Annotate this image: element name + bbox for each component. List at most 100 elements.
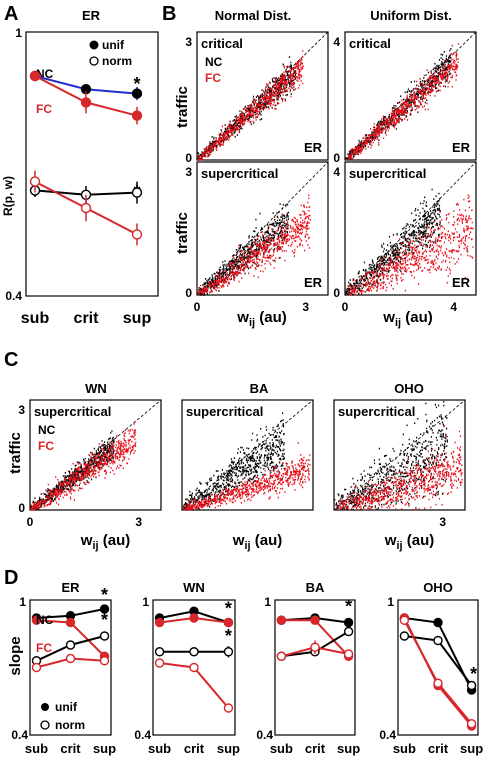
panel-c-scatter-1-frame [29, 399, 162, 511]
panel-a-marker [131, 187, 143, 198]
panel-d-plot-wn-series-nc-norm [154, 646, 234, 658]
panel-d-plot-er-marker [31, 615, 42, 625]
panel-d-plot-wn-marker [154, 647, 165, 657]
panel-b-scatter-3-ytick-max: 3 [185, 165, 192, 179]
panel-d-plot-wn-marker [154, 658, 165, 668]
panel-d-plot-oho-ytick-1: 1 [387, 595, 394, 609]
panel-c-xlabel-1: wij (au) [80, 532, 130, 552]
panel-d-plot-er-star-norm: * [101, 610, 108, 630]
panel-c-scatter-2-regime-label: supercritical [186, 404, 263, 419]
panel-label-c: C [4, 349, 18, 371]
panel-d-plot-wn-xtick-sub: sub [148, 741, 171, 756]
panel-b-scatter-4: supercritical ER 0 4 0 4 [333, 161, 477, 314]
panel-d-plot-ba-title: BA [306, 580, 325, 595]
panel-d-plot-oho-star: * [470, 664, 477, 684]
panel-d-plot-wn-frame [152, 599, 236, 736]
panel-d-plot-er-marker [99, 604, 110, 614]
panel-d-plot-wn-xtick-sup: sup [217, 741, 240, 756]
panel-b-scatter-3-nc-points [197, 203, 290, 296]
panel-b-scatter-2-ytick-max: 4 [333, 35, 340, 49]
panel-d-plot-oho-marker [433, 617, 443, 628]
panel-c-scatter-2-diagonal [181, 399, 314, 511]
panel-a-legend-norm-marker [89, 56, 99, 66]
panel-b-scatter-2-nc-points [345, 48, 452, 161]
panel-a-ytick-bottom: 0.4 [5, 289, 22, 303]
panel-d-plot-wn-marker [223, 617, 234, 628]
panel-b-scatter-1-points [197, 50, 304, 161]
panel-d-plot-wn-series-fc-unif [154, 613, 234, 628]
panel-d-plot-oho-marker [466, 680, 477, 691]
panel-b-scatter-1-ytick-0: 0 [185, 151, 192, 165]
panel-a-marker [131, 110, 143, 121]
panel-b-xlabel-uniform-text: wij (au) [382, 309, 432, 329]
panel-a-series-fc-norm [29, 170, 143, 246]
panel-a-series [29, 70, 143, 246]
panel-c-scatter-1-regime-label: supercritical [34, 404, 111, 419]
panel-d-plot-ba-series-fc-norm [276, 640, 354, 661]
panel-a-xtick-crit: crit [74, 310, 100, 327]
panel-d-plot-oho-xtick-crit: crit [428, 741, 449, 756]
panel-c-scatter-1-label-fc: FC [38, 439, 54, 453]
panel-d-plot-oho-xtick-sub: sub [393, 741, 416, 756]
panel-d-plot-oho-xtick-sup: sup [460, 741, 483, 756]
panel-b-xlabel-uniform: wij (au) [382, 309, 432, 329]
panel-b-scatter-3-network-label: ER [304, 275, 323, 290]
panel-c-xlabel-2: wij (au) [232, 532, 282, 552]
panel-c-scatter-1-ytick-max: 3 [18, 403, 25, 417]
panel-c-title-wn: WN [85, 381, 107, 396]
panel-d-plot-wn-ytick-1: 1 [142, 595, 149, 609]
panel-d-plot-ba-marker [310, 615, 320, 625]
panel-a: ER 1 0.4 R(p, w) sub crit sup unif norm … [1, 8, 159, 327]
panel-b-scatter-1-frame [196, 31, 329, 161]
panel-a-marker [29, 176, 41, 187]
panel-d-plot-ba-marker [343, 649, 354, 659]
panel-a-star-top: * [133, 74, 140, 94]
panel-b-title-normal: Normal Dist. [215, 8, 292, 23]
panel-d-plot-oho: sub crit sup 1 0.4 OHO * [379, 580, 483, 756]
panel-a-xtick-sub: sub [21, 310, 50, 327]
panel-b-title-uniform: Uniform Dist. [370, 8, 452, 23]
panel-c-scatter-3-xtick-max: 3 [439, 515, 446, 529]
panel-d-plot-er: sub crit sup 1 0.4 ER NC FC * * [11, 580, 116, 756]
panel-a-ytick-top: 1 [15, 26, 22, 40]
panel-c-scatter-3: supercritical 3 [333, 399, 466, 529]
panel-a-title: ER [82, 8, 101, 23]
panel-b-scatter-2: critical ER 0 4 [333, 31, 477, 165]
panel-b-xlabel-normal: wij (au) [236, 309, 286, 329]
panel-d-plot-er-xtick-sup: sup [93, 741, 116, 756]
panel-c-title-oho: OHO [394, 381, 424, 396]
panel-d-legend-unif: unif [55, 700, 78, 714]
panel-c-scatter-3-frame [333, 399, 466, 511]
panel-d-plot-ba-xtick-crit: crit [305, 741, 326, 756]
panel-c-ylabel: traffic [7, 432, 24, 474]
panel-b-scatter-1-network-label: ER [304, 140, 323, 155]
panel-b: Normal Dist. Uniform Dist. traffic traff… [174, 8, 477, 329]
panel-d-plot-ba-ytick-1: 1 [264, 595, 271, 609]
panel-b-scatter-2-fc-points [345, 43, 459, 161]
panel-d-plot-wn-marker [154, 617, 165, 628]
panel-a-frame [25, 31, 159, 297]
panel-d-plot-wn-title: WN [183, 580, 205, 595]
panel-d-plot-er-label-nc: NC [36, 613, 54, 627]
panel-a-marker [29, 70, 41, 82]
panel-c-xlabel-3: wij (au) [384, 532, 434, 552]
panel-a-marker [80, 97, 92, 108]
panel-b-scatter-3-xtick-max: 3 [302, 300, 309, 314]
panel-d-legend-unif-marker [41, 703, 49, 711]
panel-b-ylabel-top: traffic [174, 86, 191, 128]
panel-b-scatter-2-points [345, 43, 459, 161]
panel-d-plot-er-series-fc-norm [31, 653, 110, 673]
panel-d-plot-wn-marker [223, 647, 234, 657]
panel-d-plot-ba-xtick-sub: sub [270, 741, 293, 756]
panel-d-plot-wn-star-norm: * [225, 626, 232, 646]
panel-b-scatter-2-network-label: ER [452, 140, 471, 155]
panel-a-legend-unif-marker [89, 40, 99, 50]
panel-b-scatter-4-frame [344, 161, 477, 296]
panel-c-scatter-2-frame [181, 399, 314, 511]
panel-d-plot-oho-ytick-04: 0.4 [379, 728, 396, 742]
panel-c-scatter-3-regime-label: supercritical [338, 404, 415, 419]
panel-d-plot-ba-marker [276, 651, 287, 661]
panel-c-scatter-1-points [30, 420, 137, 511]
